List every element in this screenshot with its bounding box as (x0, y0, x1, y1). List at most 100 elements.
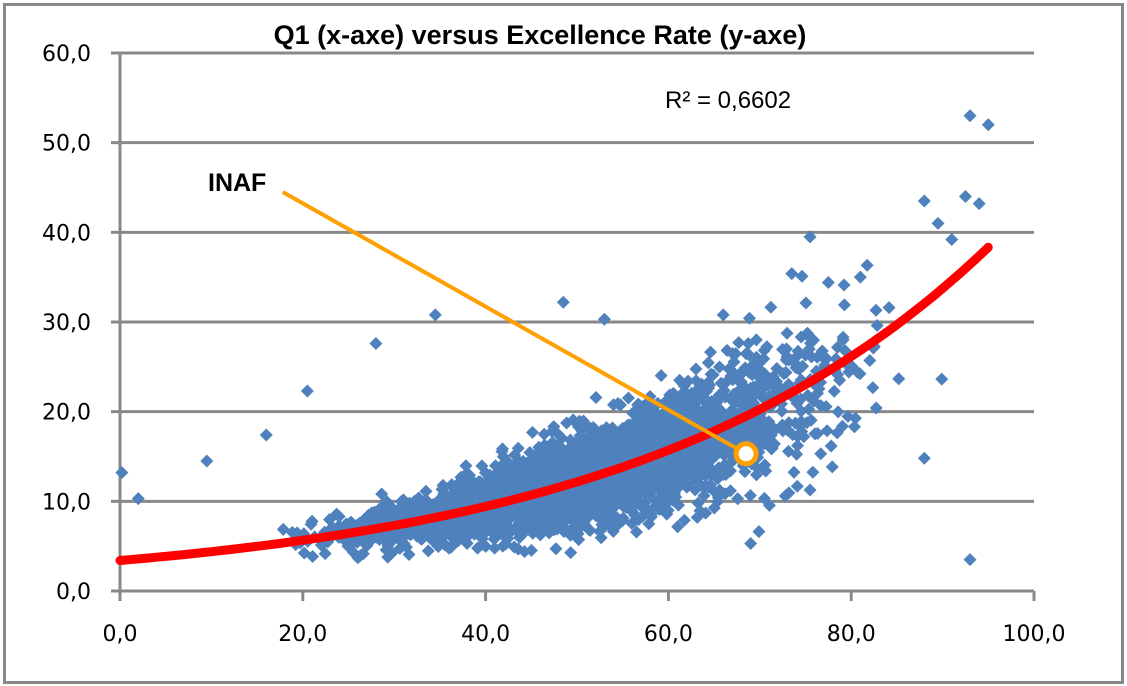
data-point (567, 527, 581, 541)
data-point (701, 356, 715, 370)
data-point (419, 484, 433, 498)
chart-title: Q1 (x-axe) versus Excellence Rate (y-axe… (274, 20, 807, 50)
data-point (497, 522, 511, 536)
axes (111, 51, 1036, 601)
data-point (351, 551, 365, 565)
data-point (654, 369, 668, 383)
r-squared-label: R² = 0,6602 (665, 87, 791, 114)
data-point (359, 511, 373, 525)
data-point (704, 367, 718, 381)
data-point (574, 488, 588, 502)
data-point (666, 493, 680, 507)
data-point (508, 480, 522, 494)
y-tick-label: 30,0 (42, 311, 91, 336)
chart-frame (3, 3, 1124, 684)
data-point (115, 466, 129, 480)
data-point (689, 362, 703, 376)
data-point (717, 383, 731, 397)
data-point (799, 327, 813, 341)
data-point (259, 428, 273, 442)
data-point (835, 419, 849, 433)
data-point (423, 498, 437, 512)
data-point (707, 501, 721, 515)
data-point (615, 433, 629, 447)
data-point (848, 411, 862, 425)
data-point (687, 462, 701, 476)
x-tick-label: 100,0 (1003, 622, 1066, 647)
data-point (475, 532, 489, 546)
data-point (781, 444, 795, 458)
data-point (882, 301, 896, 315)
data-point (628, 508, 642, 522)
data-point (504, 508, 518, 522)
data-point (766, 377, 780, 391)
x-tick-label: 80,0 (827, 622, 876, 647)
data-point (285, 525, 299, 539)
data-point (544, 439, 558, 453)
data-point (711, 490, 725, 504)
data-point (482, 489, 496, 503)
data-point (523, 523, 537, 537)
data-point (536, 471, 550, 485)
data-point (564, 546, 578, 560)
data-point (607, 398, 621, 412)
data-point (931, 216, 945, 230)
data-point (704, 345, 718, 359)
data-point (409, 501, 423, 515)
data-point (743, 489, 757, 503)
y-tick-label: 60,0 (42, 42, 91, 67)
data-point (732, 336, 746, 350)
data-point (485, 518, 499, 532)
data-point (752, 525, 766, 539)
data-point (537, 427, 551, 441)
data-point (853, 270, 867, 284)
data-point (603, 507, 617, 521)
data-point (630, 525, 644, 539)
data-point (815, 344, 829, 358)
data-point (869, 303, 883, 317)
data-point (531, 498, 545, 512)
data-point (616, 514, 630, 528)
data-point (459, 459, 473, 473)
data-point (700, 393, 714, 407)
data-point (791, 439, 805, 453)
data-point (415, 532, 429, 546)
data-point (495, 444, 509, 458)
data-point (378, 534, 392, 548)
data-point (751, 366, 765, 380)
data-point (574, 462, 588, 476)
data-point (543, 471, 557, 485)
data-point (660, 507, 674, 521)
data-point (605, 520, 619, 534)
data-point (593, 524, 607, 538)
data-point (837, 298, 851, 312)
data-point (811, 426, 825, 440)
data-point (375, 487, 389, 501)
data-point (795, 424, 809, 438)
data-point (704, 478, 718, 492)
data-point (570, 438, 584, 452)
data-point (547, 523, 561, 537)
data-point (790, 479, 804, 493)
data-point (663, 388, 677, 402)
data-point (648, 463, 662, 477)
data-point (731, 492, 745, 506)
data-point (597, 426, 611, 440)
data-point (563, 456, 577, 470)
data-point (613, 398, 627, 412)
data-point (677, 379, 691, 393)
data-point (511, 542, 525, 556)
data-point (597, 312, 611, 326)
data-point (677, 513, 691, 527)
data-point (791, 344, 805, 358)
data-point (670, 466, 684, 480)
data-point (720, 343, 734, 357)
data-point (131, 492, 145, 506)
data-point (563, 509, 577, 523)
data-point (719, 467, 733, 481)
data-point (575, 424, 589, 438)
data-point (596, 446, 610, 460)
data-point (869, 401, 883, 415)
data-point (469, 517, 483, 531)
